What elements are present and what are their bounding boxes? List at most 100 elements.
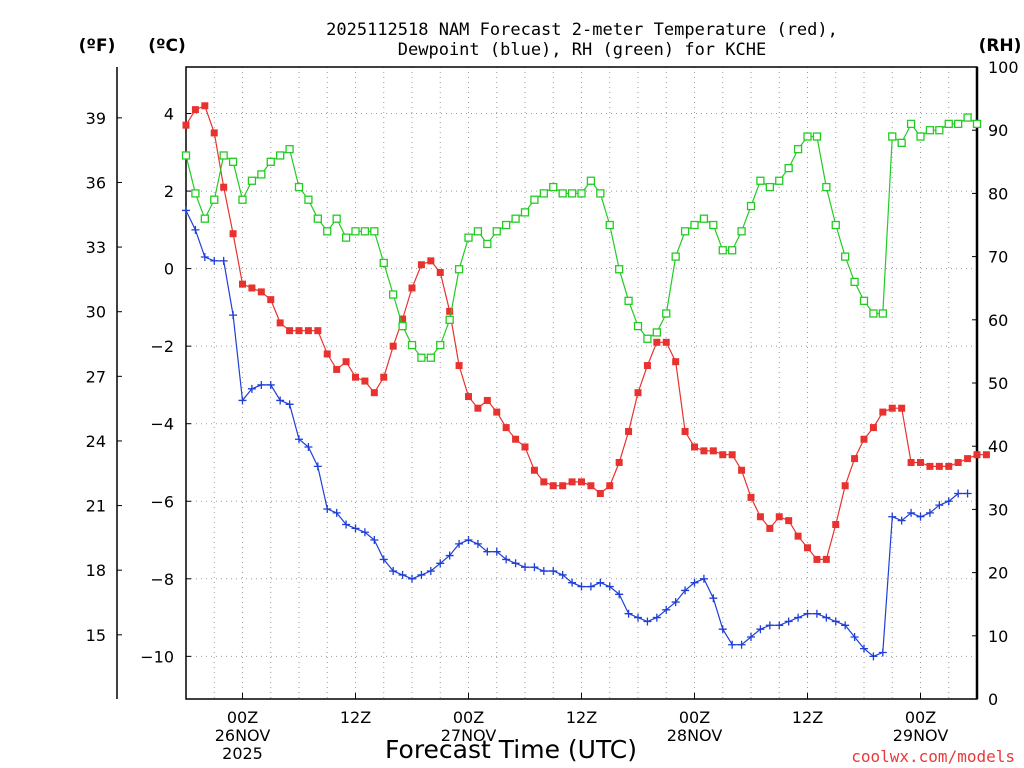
rh-point (878, 309, 887, 318)
temperature-point (304, 327, 312, 335)
dewpoint-point (954, 489, 963, 498)
temperature-point (493, 408, 501, 416)
temperature-point (728, 451, 736, 459)
rh-point (972, 119, 982, 129)
rh-point (841, 252, 850, 261)
rh-point (671, 252, 680, 261)
temperature-point (766, 524, 774, 532)
rh-point (935, 126, 944, 135)
dewpoint-point (822, 613, 831, 622)
rh-point (944, 119, 953, 129)
temperature-point (267, 296, 275, 304)
rh-point (511, 214, 520, 223)
rh-point (709, 220, 718, 230)
x-tick-label: 00Z (679, 708, 710, 727)
temperature-point (352, 373, 359, 381)
temperature-point (342, 358, 350, 366)
temperature-point (191, 106, 199, 114)
series-temperature (182, 102, 990, 563)
temperature-point (681, 427, 689, 435)
dewpoint-point (860, 644, 868, 653)
dewpoint-point (586, 582, 595, 591)
rh-point (210, 195, 219, 204)
fahrenheit-tick-label: 21 (86, 497, 106, 516)
rh-point (436, 340, 445, 350)
x-tick-label: 00Z (227, 708, 258, 727)
dewpoint-point (850, 632, 859, 641)
dewpoint-point (539, 567, 548, 576)
temperature-point (615, 458, 623, 466)
dewpoint-point (681, 586, 690, 595)
rh-point (718, 246, 727, 255)
temperature-point (596, 490, 604, 498)
dewpoint-point (963, 489, 972, 498)
temperature-point (804, 544, 811, 552)
rh-point (530, 195, 539, 204)
dewpoint-point (313, 462, 322, 471)
rh-point (803, 132, 812, 141)
temperature-point (568, 478, 576, 486)
celsius-tick-label: 2 (164, 182, 174, 201)
celsius-unit-label: (ºC) (148, 36, 186, 56)
fahrenheit-unit-label: (ºF) (79, 36, 116, 56)
dewpoint-point (445, 551, 454, 560)
temperature-point (813, 555, 821, 563)
rh-point (596, 189, 605, 198)
temperature-point (841, 482, 849, 490)
rh-point (577, 189, 586, 198)
rh-point (238, 195, 247, 204)
dewpoint-point (247, 384, 256, 393)
dewpoint-point (304, 442, 313, 451)
dewpoint-point (615, 590, 624, 599)
rh-tick-label: 20 (988, 564, 1008, 583)
dewpoint-point (916, 512, 925, 521)
rh-tick-label: 100 (988, 58, 1019, 77)
temperature-point (709, 447, 717, 455)
dewpoint-point (643, 617, 652, 626)
rh-point (831, 220, 840, 230)
temperature-point (248, 284, 256, 292)
temperature-point (954, 458, 962, 466)
temperature-point (559, 482, 567, 490)
rh-point (473, 227, 483, 236)
dewpoint-point (276, 396, 285, 405)
temperature-point (907, 458, 915, 466)
fahrenheit-tick-label: 24 (86, 432, 106, 451)
rh-point (276, 151, 285, 160)
rh-point (869, 309, 878, 318)
rh-point (756, 176, 765, 185)
dewpoint-point (483, 547, 492, 556)
rh-point (916, 132, 925, 141)
temperature-point (945, 462, 953, 470)
temperature-point (540, 478, 548, 486)
rh-point (699, 214, 709, 223)
rh-point (680, 227, 690, 236)
fahrenheit-tick-label: 39 (86, 109, 106, 128)
dewpoint-point (426, 567, 435, 576)
rh-point (549, 182, 558, 192)
rh-point (332, 214, 341, 223)
dewpoint-point (803, 609, 812, 618)
dewpoint-point (360, 528, 369, 537)
rh-point (228, 157, 238, 166)
temperature-point (239, 280, 246, 288)
temperature-point (323, 350, 331, 358)
temperature-point (634, 389, 642, 397)
dewpoint-point (812, 609, 821, 618)
rh-point (784, 163, 793, 173)
rh-point (520, 208, 530, 217)
dewpoint-point (652, 613, 661, 622)
rh-point (247, 176, 257, 185)
credit-text: coolwx.com/models (851, 747, 1015, 766)
dewpoint-point (558, 570, 567, 579)
series-rh (181, 113, 982, 362)
temperature-point (756, 513, 764, 521)
temperature-point (672, 358, 680, 366)
rh-point (888, 132, 897, 141)
dewpoint-point (737, 640, 746, 649)
temperature-point (333, 365, 341, 373)
rh-point (746, 201, 756, 211)
temperature-point (964, 455, 972, 463)
rh-point (793, 145, 803, 154)
